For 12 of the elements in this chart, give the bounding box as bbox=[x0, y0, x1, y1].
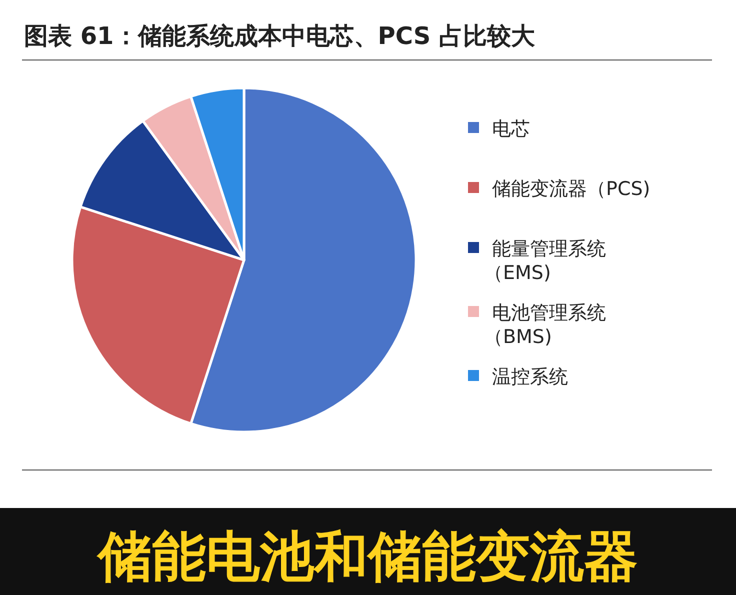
legend-label: 能量管理系统（EMS) bbox=[484, 238, 606, 284]
pie-slice bbox=[142, 95, 246, 262]
legend-label: 电芯 bbox=[492, 118, 530, 140]
pie-slice bbox=[70, 206, 246, 425]
legend-label: 温控系统 bbox=[492, 366, 568, 388]
pie-slice bbox=[190, 86, 246, 262]
pie-slice bbox=[190, 86, 418, 433]
pie-slice bbox=[79, 120, 246, 262]
legend-label: 电池管理系统（BMS) bbox=[484, 302, 606, 348]
legend-label: 储能变流器（PCS) bbox=[492, 178, 650, 200]
text: 储能电池和储能变流器 bbox=[96, 525, 638, 588]
chart-title: 图表 61：储能系统成本中电芯、PCS 占比较大 bbox=[24, 22, 536, 50]
